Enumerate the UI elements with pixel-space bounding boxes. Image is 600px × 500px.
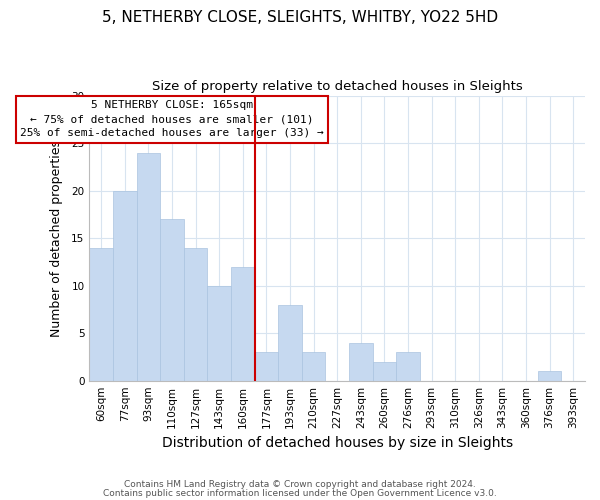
- Bar: [254, 352, 278, 380]
- Bar: [278, 304, 302, 380]
- Text: Contains HM Land Registry data © Crown copyright and database right 2024.: Contains HM Land Registry data © Crown c…: [124, 480, 476, 489]
- Bar: [373, 362, 396, 380]
- Bar: [396, 352, 420, 380]
- Title: Size of property relative to detached houses in Sleights: Size of property relative to detached ho…: [152, 80, 523, 93]
- Bar: [208, 286, 231, 380]
- Text: Contains public sector information licensed under the Open Government Licence v3: Contains public sector information licen…: [103, 489, 497, 498]
- Bar: [184, 248, 208, 380]
- Bar: [538, 371, 562, 380]
- Bar: [349, 342, 373, 380]
- Bar: [231, 266, 254, 380]
- Y-axis label: Number of detached properties: Number of detached properties: [50, 140, 63, 336]
- Bar: [89, 248, 113, 380]
- Bar: [302, 352, 325, 380]
- Bar: [113, 190, 137, 380]
- Bar: [137, 152, 160, 380]
- Text: 5 NETHERBY CLOSE: 165sqm
← 75% of detached houses are smaller (101)
25% of semi-: 5 NETHERBY CLOSE: 165sqm ← 75% of detach…: [20, 100, 324, 138]
- Bar: [160, 219, 184, 380]
- Text: 5, NETHERBY CLOSE, SLEIGHTS, WHITBY, YO22 5HD: 5, NETHERBY CLOSE, SLEIGHTS, WHITBY, YO2…: [102, 10, 498, 25]
- X-axis label: Distribution of detached houses by size in Sleights: Distribution of detached houses by size …: [161, 436, 513, 450]
